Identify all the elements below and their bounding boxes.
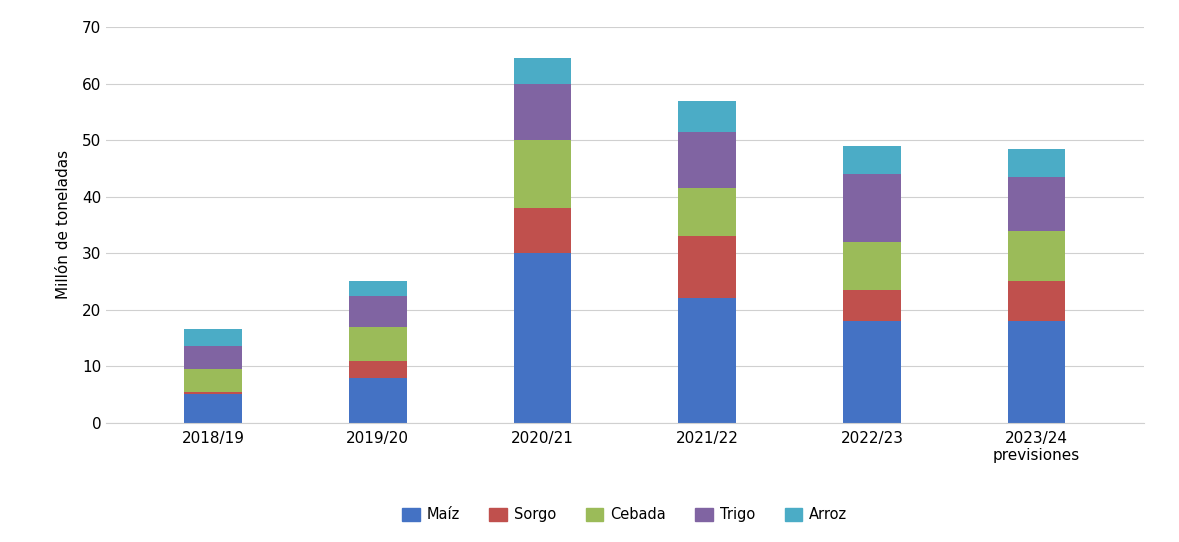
Y-axis label: Millón de toneladas: Millón de toneladas (55, 150, 71, 300)
Bar (349, 378, 407, 423)
Bar (1008, 230, 1066, 281)
Bar (349, 360, 407, 378)
Bar (678, 132, 736, 188)
Bar (678, 188, 736, 236)
Bar (678, 299, 736, 423)
Bar (678, 236, 736, 299)
Bar (514, 58, 572, 83)
Bar (843, 242, 901, 290)
Bar (1008, 177, 1066, 230)
Bar (843, 146, 901, 174)
Bar (514, 140, 572, 208)
Bar (514, 83, 572, 140)
Bar (1008, 321, 1066, 423)
Bar (184, 395, 242, 423)
Bar (843, 290, 901, 321)
Bar (1008, 281, 1066, 321)
Bar (349, 327, 407, 360)
Legend: Maíz, Sorgo, Cebada, Trigo, Arroz: Maíz, Sorgo, Cebada, Trigo, Arroz (396, 501, 854, 528)
Bar (184, 392, 242, 395)
Bar (184, 330, 242, 346)
Bar (1008, 149, 1066, 177)
Bar (843, 321, 901, 423)
Bar (678, 101, 736, 132)
Bar (184, 346, 242, 369)
Bar (349, 295, 407, 327)
Bar (514, 253, 572, 423)
Bar (184, 369, 242, 392)
Bar (349, 281, 407, 295)
Bar (843, 174, 901, 242)
Bar (514, 208, 572, 253)
